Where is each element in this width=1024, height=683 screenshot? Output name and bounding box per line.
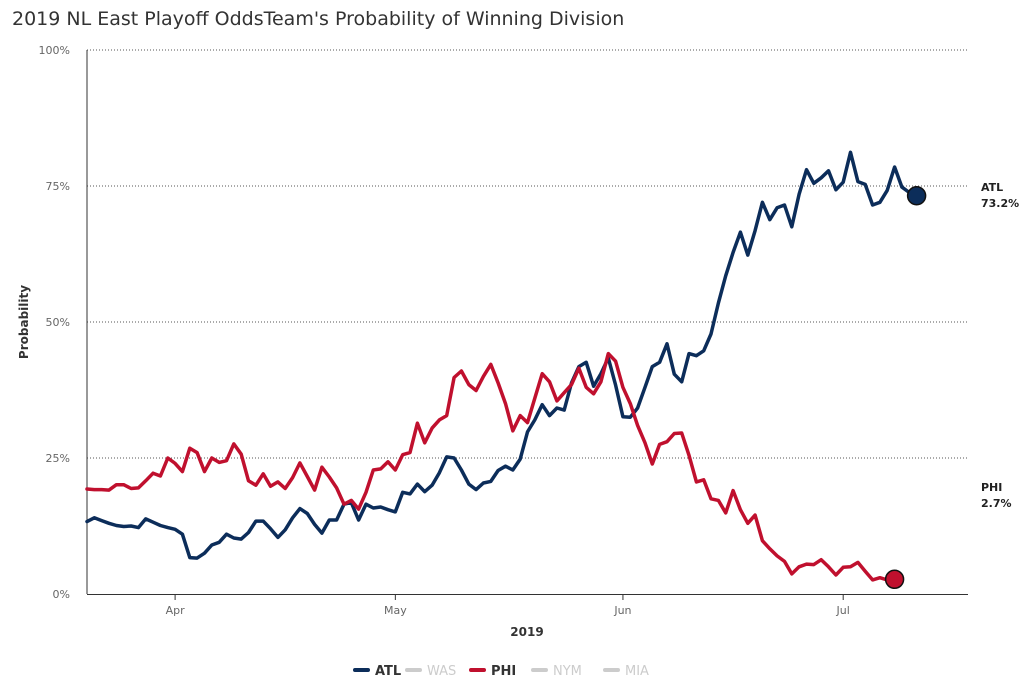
- y-tick-label: 25%: [46, 452, 70, 465]
- y-tick-label: 0%: [53, 588, 70, 601]
- x-axis-title: 2019: [510, 625, 543, 639]
- legend-item-atl[interactable]: ATL: [353, 664, 401, 679]
- legend-label: WAS: [427, 664, 456, 679]
- x-tick-label: May: [384, 604, 407, 617]
- series-lines: [85, 150, 919, 582]
- x-tick-label: Jul: [836, 604, 850, 617]
- y-tick-label: 100%: [39, 44, 70, 57]
- x-tick-label: Apr: [166, 604, 186, 617]
- series-line-phi: [85, 351, 897, 582]
- grid-lines: [87, 49, 968, 459]
- legend-label: NYM: [553, 664, 582, 679]
- legend-item-phi[interactable]: PHI: [469, 664, 516, 679]
- chart-title: 2019 NL East Playoff OddsTeam's Probabil…: [12, 8, 625, 30]
- legend: ATL WAS PHI NYM MIA: [353, 664, 649, 679]
- axes: [86, 50, 968, 595]
- end-value-atl: 73.2%: [981, 197, 1019, 210]
- legend-label: ATL: [375, 664, 401, 679]
- y-tick-label: 75%: [46, 180, 70, 193]
- x-tick-labels: Apr May Jun Jul: [166, 594, 850, 617]
- end-value-phi: 2.7%: [981, 497, 1012, 510]
- legend-item-nym[interactable]: NYM: [531, 664, 582, 679]
- series-line-atl: [85, 150, 919, 560]
- end-label-phi: PHI: [981, 481, 1002, 494]
- legend-label: MIA: [625, 664, 649, 679]
- y-axis-title: Probability: [17, 285, 31, 359]
- x-tick-label: Jun: [613, 604, 631, 617]
- legend-item-was[interactable]: WAS: [405, 664, 456, 679]
- y-tick-labels: 0% 25% 50% 75% 100%: [39, 44, 70, 601]
- endpoint-marker-phi: [884, 569, 905, 590]
- endpoint-marker-atl: [906, 186, 927, 206]
- legend-label: PHI: [491, 664, 516, 679]
- series-endpoints: ATL 73.2% PHI 2.7%: [884, 181, 1019, 590]
- y-tick-label: 50%: [46, 316, 70, 329]
- legend-item-mia[interactable]: MIA: [603, 664, 649, 679]
- end-label-atl: ATL: [981, 181, 1003, 194]
